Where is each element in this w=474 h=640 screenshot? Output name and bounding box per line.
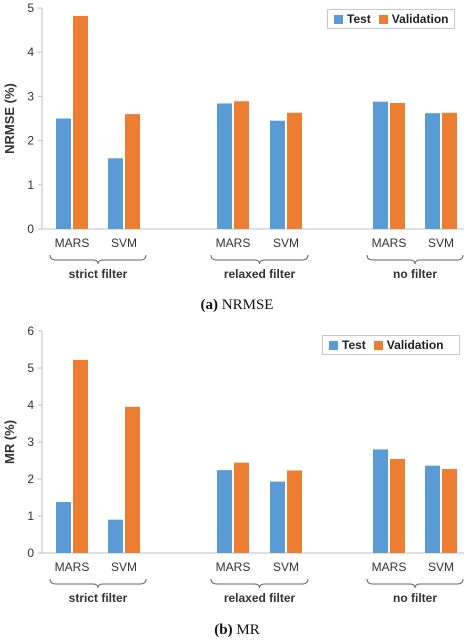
caption-prefix: (a): [200, 297, 219, 313]
validation-bar-svm: [442, 469, 457, 553]
x-tick-label: MARS: [216, 560, 251, 574]
legend-label-test: Test: [342, 338, 366, 352]
group-label: relaxed filter: [224, 591, 296, 605]
validation-bar-mars: [390, 103, 405, 229]
y-tick-label: 1: [27, 178, 34, 192]
legend-entry-validation: Validation: [373, 338, 444, 352]
y-tick-label: 4: [27, 398, 34, 412]
x-tick-label: SVM: [111, 560, 137, 574]
group-label: relaxed filter: [224, 267, 296, 281]
group-label: no filter: [393, 267, 437, 281]
validation-bar-mars: [234, 462, 249, 553]
legend-entry-test: Test: [334, 12, 371, 26]
legend-label-validation: Validation: [386, 338, 444, 352]
y-tick-label: 4: [27, 45, 34, 59]
group-brace: [210, 578, 309, 589]
test-bar-svm: [270, 481, 285, 553]
y-tick-label: 5: [27, 361, 34, 375]
x-tick-label: MARS: [372, 560, 407, 574]
legend-label-validation: Validation: [391, 12, 449, 26]
test-bar-svm: [425, 113, 440, 229]
test-bar-svm: [270, 120, 285, 229]
y-tick-label: 0: [27, 222, 34, 236]
validation-bar-svm: [287, 112, 302, 229]
mr-caption: (b) MR: [0, 622, 474, 639]
group-brace: [49, 578, 147, 589]
test-bar-mars: [56, 118, 71, 229]
validation-bar-mars: [73, 359, 88, 553]
group-brace: [366, 578, 464, 589]
test-bar-svm: [108, 519, 123, 553]
validation-bar-svm: [125, 114, 140, 229]
group-label: no filter: [393, 591, 437, 605]
x-tick-label: MARS: [55, 560, 90, 574]
caption-text: MR: [236, 622, 260, 638]
nrmse-legend: Test Validation: [327, 9, 455, 29]
x-tick-label: SVM: [273, 560, 299, 574]
x-tick-label: MARS: [372, 236, 407, 250]
validation-bar-mars: [73, 15, 88, 230]
y-tick-label: 6: [27, 324, 34, 338]
validation-swatch: [373, 340, 383, 350]
mr-chart-panel: 0 1 2 3 4 5 6 MR (%) MARS SVM MARS SVM MARS SVM strict…: [0, 322, 474, 640]
nrmse-chart: 0 1 2 3 4 5 NRMSE (%) MARS SVM MARS SVM MARS SVM stri…: [2, 1, 464, 281]
nrmse-chart-panel: 0 1 2 3 4 5 NRMSE (%) MARS SVM MARS SVM MARS SVM stri…: [0, 1, 474, 314]
group-brace: [49, 254, 147, 265]
mr-legend: Test Validation: [322, 335, 460, 355]
y-tick-label: 2: [27, 134, 34, 148]
y-tick-label: 1: [27, 509, 34, 523]
y-tick-label: 3: [27, 435, 34, 449]
validation-bar-mars: [234, 101, 249, 229]
y-axis-label: NRMSE (%): [2, 83, 17, 154]
x-tick-label: MARS: [55, 236, 90, 250]
test-bar-mars: [373, 449, 388, 553]
test-bar-svm: [108, 158, 123, 229]
caption-text: NRMSE: [221, 297, 274, 313]
x-tick-label: SVM: [111, 236, 137, 250]
test-swatch: [329, 340, 338, 350]
y-tick-label: 0: [27, 546, 34, 560]
y-tick-label: 3: [27, 89, 34, 103]
validation-bar-mars: [390, 459, 405, 553]
caption-prefix: (b): [214, 622, 233, 638]
test-bar-mars: [373, 101, 388, 229]
y-tick-label: 2: [27, 472, 34, 486]
validation-bar-svm: [442, 112, 457, 229]
legend-label-test: Test: [347, 12, 371, 26]
y-tick-label: 5: [27, 1, 34, 15]
x-tick-label: SVM: [428, 236, 454, 250]
test-bar-svm: [425, 465, 440, 553]
validation-bar-svm: [125, 406, 140, 553]
validation-bar-svm: [287, 470, 302, 553]
mr-chart: 0 1 2 3 4 5 6 MR (%) MARS SVM MARS SVM MARS SVM strict…: [2, 324, 464, 605]
x-tick-label: SVM: [428, 560, 454, 574]
group-brace: [366, 254, 464, 265]
group-label: strict filter: [69, 591, 128, 605]
test-bar-mars: [217, 103, 232, 229]
test-bar-mars: [217, 470, 232, 553]
test-swatch: [334, 14, 343, 24]
group-label: strict filter: [69, 267, 128, 281]
test-bar-mars: [56, 501, 71, 553]
legend-entry-validation: Validation: [378, 12, 449, 26]
x-tick-label: SVM: [273, 236, 299, 250]
validation-swatch: [378, 14, 388, 24]
nrmse-caption: (a) NRMSE: [0, 297, 474, 314]
y-axis-label: MR (%): [2, 420, 17, 464]
group-brace: [210, 254, 309, 265]
x-tick-label: MARS: [216, 236, 251, 250]
legend-entry-test: Test: [329, 338, 366, 352]
